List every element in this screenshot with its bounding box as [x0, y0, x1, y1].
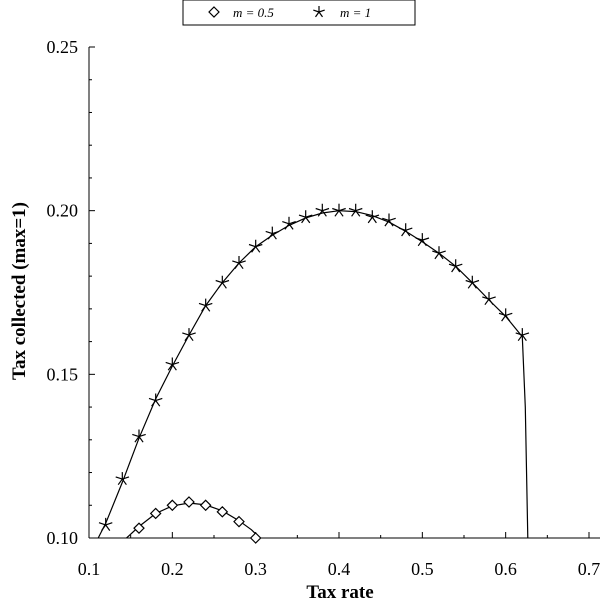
star-marker — [182, 328, 196, 342]
x-tick-label: 0.5 — [411, 559, 434, 579]
star-marker — [382, 213, 396, 227]
x-tick-label: 0.4 — [328, 559, 351, 579]
series-line-m1 — [97, 210, 529, 539]
star-marker — [215, 275, 230, 289]
diamond-marker — [183, 496, 195, 508]
legend-label-m1: m = 1 — [340, 5, 371, 20]
y-axis-label: Tax collected (max=1) — [9, 202, 30, 380]
y-tick-label: 0.10 — [47, 528, 79, 548]
diamond-marker — [249, 532, 262, 544]
star-marker — [282, 216, 296, 230]
y-tick-label: 0.15 — [47, 364, 79, 384]
diamond-marker — [149, 507, 162, 520]
star-marker — [465, 275, 480, 289]
star-marker — [115, 472, 130, 486]
star-marker — [165, 357, 180, 371]
star-marker — [298, 210, 313, 224]
legend-diamond-icon — [208, 6, 220, 18]
diamond-marker — [233, 515, 245, 528]
series-line-m05 — [126, 502, 261, 539]
diamond-marker — [166, 499, 179, 512]
x-tick-label: 0.6 — [494, 559, 517, 579]
star-marker — [315, 203, 330, 217]
x-tick-label: 0.1 — [78, 559, 101, 579]
series-markers — [98, 203, 530, 544]
series-curves — [97, 210, 529, 539]
star-marker — [148, 393, 163, 407]
y-tick-label: 0.25 — [47, 37, 79, 57]
diamond-marker — [199, 499, 212, 512]
star-marker — [265, 226, 280, 240]
x-tick-label: 0.3 — [244, 559, 267, 579]
star-marker — [232, 256, 246, 270]
star-marker — [448, 259, 463, 273]
diamond-marker — [133, 522, 145, 535]
legend-star-icon — [313, 6, 325, 18]
x-tick-label: 0.2 — [161, 559, 184, 579]
legend-box — [182, 0, 416, 26]
star-marker — [482, 292, 496, 306]
legend-label-m05: m = 0.5 — [233, 5, 274, 20]
y-tick-label: 0.20 — [47, 201, 79, 221]
x-axis-label: Tax rate — [306, 582, 373, 603]
star-marker — [198, 298, 213, 312]
star-marker — [132, 429, 146, 443]
star-marker — [332, 203, 346, 217]
star-marker — [498, 308, 513, 322]
star-marker — [515, 328, 530, 342]
star-marker — [348, 203, 363, 217]
star-marker — [365, 210, 380, 224]
x-tick-label: 0.7 — [578, 559, 601, 579]
star-marker — [98, 517, 113, 531]
star-marker — [398, 223, 413, 237]
star-marker — [432, 246, 446, 260]
axis-ticks: 0.1 0.2 0.3 0.4 0.5 0.6 0.7 0.10 0.15 0.20 0.25 — [47, 37, 601, 579]
axes — [88, 47, 600, 539]
star-marker — [415, 233, 430, 247]
legend: m = 0.5 m = 1 — [182, 0, 416, 26]
star-marker — [248, 239, 263, 253]
diamond-marker — [216, 505, 229, 518]
